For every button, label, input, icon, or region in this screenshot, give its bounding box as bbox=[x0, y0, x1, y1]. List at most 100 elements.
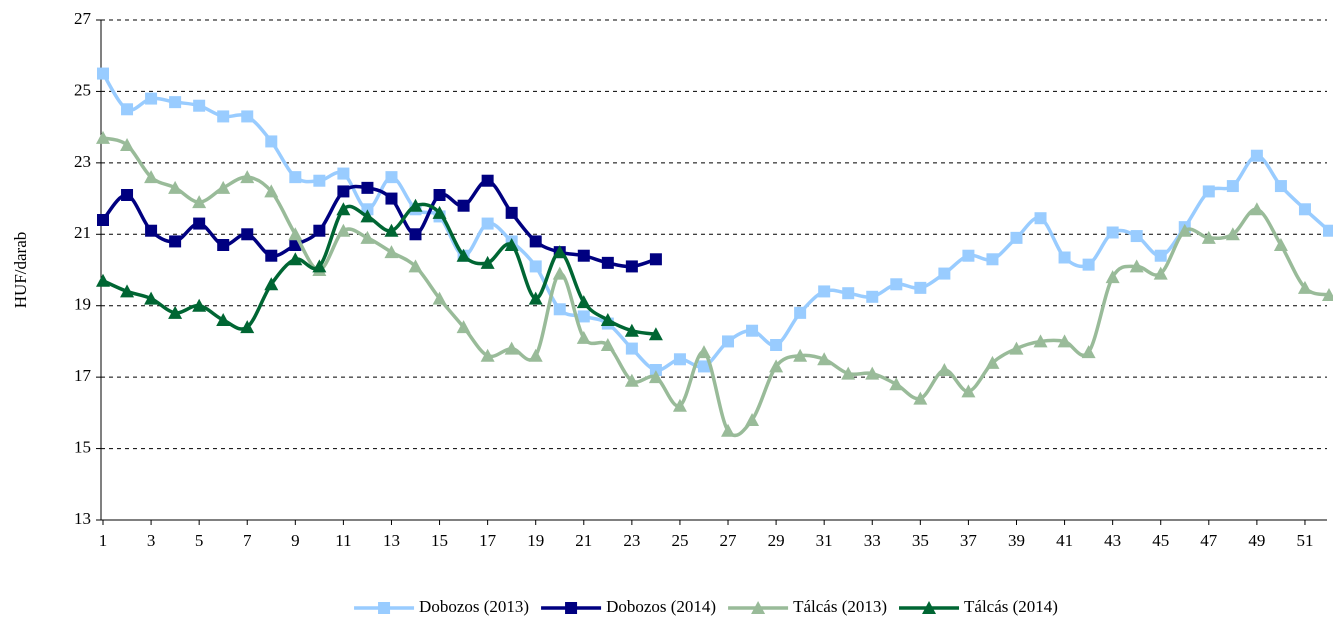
marker bbox=[1010, 231, 1023, 244]
marker bbox=[818, 285, 831, 298]
marker bbox=[624, 373, 639, 387]
marker bbox=[601, 256, 614, 269]
marker bbox=[576, 330, 591, 344]
marker bbox=[673, 353, 686, 366]
marker bbox=[96, 130, 110, 144]
x-tick-label: 37 bbox=[960, 531, 978, 550]
marker bbox=[985, 355, 1000, 369]
marker bbox=[1129, 259, 1144, 273]
marker bbox=[1009, 341, 1024, 355]
x-tick-label: 31 bbox=[816, 531, 833, 550]
marker bbox=[313, 224, 326, 237]
marker bbox=[770, 339, 783, 351]
series-line bbox=[102, 136, 1330, 438]
marker bbox=[769, 359, 784, 373]
marker bbox=[529, 260, 542, 273]
marker bbox=[961, 384, 976, 398]
marker bbox=[552, 245, 567, 259]
y-tick-label: 21 bbox=[74, 223, 91, 242]
x-tick-label: 1 bbox=[99, 531, 108, 550]
marker bbox=[922, 601, 937, 614]
legend-item: Tálcás (2014) bbox=[899, 597, 1058, 616]
marker bbox=[553, 303, 566, 316]
marker bbox=[1034, 212, 1047, 225]
marker bbox=[216, 313, 231, 326]
marker bbox=[697, 360, 710, 373]
marker bbox=[240, 170, 255, 184]
x-tick-label: 25 bbox=[671, 531, 688, 550]
x-tick-label: 9 bbox=[291, 531, 300, 550]
x-tick-label: 15 bbox=[431, 531, 448, 550]
legend-item: Dobozos (2014) bbox=[541, 597, 716, 616]
marker bbox=[648, 327, 663, 341]
legend-label: Dobozos (2013) bbox=[419, 597, 529, 616]
marker bbox=[481, 174, 494, 187]
marker bbox=[312, 259, 327, 273]
marker bbox=[169, 96, 182, 109]
x-tick-label: 35 bbox=[912, 531, 929, 550]
marker bbox=[457, 199, 470, 212]
marker bbox=[432, 205, 447, 219]
marker bbox=[1225, 227, 1240, 241]
y-tick-label: 17 bbox=[74, 366, 92, 385]
marker bbox=[1249, 202, 1264, 216]
marker bbox=[217, 110, 230, 123]
marker bbox=[1033, 334, 1048, 348]
marker bbox=[120, 138, 135, 151]
marker bbox=[378, 602, 391, 614]
marker bbox=[192, 298, 207, 312]
y-tick-label: 15 bbox=[74, 437, 91, 456]
marker bbox=[1202, 185, 1215, 198]
marker bbox=[144, 291, 159, 305]
marker bbox=[672, 398, 687, 412]
marker bbox=[913, 391, 928, 405]
marker bbox=[288, 227, 303, 241]
marker bbox=[360, 209, 375, 223]
marker bbox=[1250, 149, 1263, 162]
marker bbox=[722, 335, 735, 348]
y-tick-label: 19 bbox=[74, 295, 91, 314]
marker bbox=[97, 214, 109, 226]
marker bbox=[120, 284, 135, 298]
marker bbox=[433, 189, 446, 201]
series-line bbox=[101, 72, 1331, 372]
marker bbox=[192, 195, 207, 209]
marker bbox=[1082, 258, 1095, 271]
marker bbox=[505, 206, 518, 219]
x-tick-label: 43 bbox=[1104, 531, 1121, 550]
marker bbox=[337, 185, 350, 198]
marker bbox=[217, 239, 230, 251]
x-tick-label: 39 bbox=[1008, 531, 1025, 550]
x-tick-label: 49 bbox=[1248, 531, 1265, 550]
marker bbox=[193, 99, 206, 112]
marker bbox=[576, 295, 591, 309]
x-tick-label: 41 bbox=[1056, 531, 1073, 550]
x-tick-label: 27 bbox=[720, 531, 738, 550]
marker bbox=[408, 259, 423, 273]
marker bbox=[481, 217, 494, 230]
marker bbox=[793, 348, 808, 362]
marker bbox=[289, 171, 302, 184]
marker bbox=[145, 92, 158, 105]
marker bbox=[265, 135, 278, 148]
x-tick-label: 21 bbox=[575, 531, 592, 550]
marker bbox=[865, 366, 880, 380]
marker bbox=[336, 202, 351, 216]
marker bbox=[1297, 280, 1312, 294]
marker bbox=[1201, 230, 1216, 244]
x-tick-label: 11 bbox=[335, 531, 351, 550]
legend-label: Tálcás (2013) bbox=[793, 597, 887, 616]
marker bbox=[914, 281, 927, 294]
marker bbox=[721, 423, 736, 437]
marker bbox=[241, 228, 254, 241]
marker bbox=[168, 305, 183, 319]
marker bbox=[745, 413, 760, 426]
marker bbox=[649, 253, 662, 266]
marker bbox=[264, 184, 279, 198]
x-tick-label: 23 bbox=[623, 531, 640, 550]
x-tick-label: 3 bbox=[147, 531, 156, 550]
legend: Dobozos (2013) Dobozos (2014) Tálcás (2013… bbox=[354, 597, 1058, 616]
marker bbox=[337, 167, 350, 180]
marker bbox=[751, 601, 766, 614]
